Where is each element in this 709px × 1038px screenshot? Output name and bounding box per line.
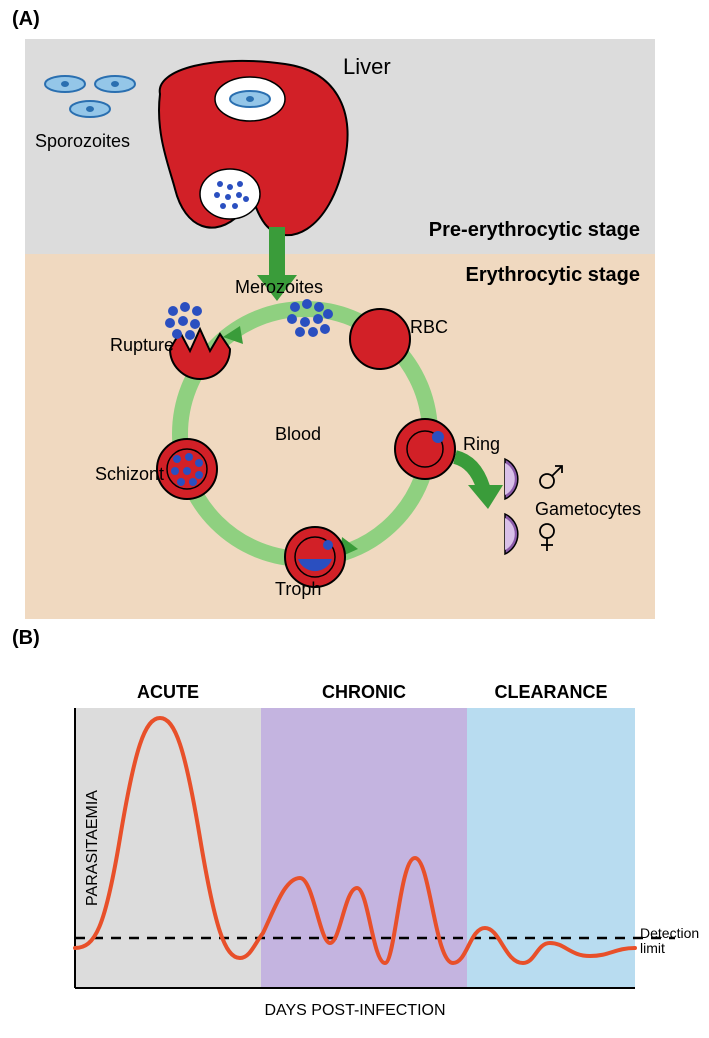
phase-label-chronic: CHRONIC: [261, 682, 467, 703]
phase-label-clearance: CLEARANCE: [467, 682, 635, 703]
ring-stage-icon: [395, 419, 455, 479]
gametocyte-female-icon: [505, 514, 518, 554]
ery-stage-title: Erythrocytic stage: [465, 264, 640, 287]
rbc-icon: [350, 309, 410, 369]
sporozoites-icon: [45, 76, 135, 117]
phase-label-acute: ACUTE: [75, 682, 261, 703]
female-symbol-icon: [540, 524, 554, 551]
blood-label: Blood: [275, 424, 321, 445]
panel-a-svg: [25, 39, 655, 619]
rbc-label: RBC: [410, 317, 448, 338]
y-axis-label: PARASITAEMIA: [84, 790, 102, 906]
gametocytes-label: Gametocytes: [535, 499, 641, 520]
rupture-label: Rupture: [110, 335, 174, 356]
panel-b-label: (B): [0, 619, 709, 658]
panel-a-label: (A): [0, 0, 709, 39]
panel-a: Sporozoites Liver Pre-erythrocytic stage…: [25, 39, 655, 619]
trophozoite-icon: [285, 527, 345, 587]
gametocyte-male-icon: [505, 459, 518, 499]
merozoites-label: Merozoites: [235, 277, 323, 298]
pre-stage-title: Pre-erythrocytic stage: [429, 219, 640, 242]
chart-area: PARASITAEMIA DAYS POST-INFECTION ACUTECH…: [75, 708, 635, 988]
liver-label: Liver: [343, 54, 391, 80]
panel-b-svg: [75, 708, 635, 988]
male-symbol-icon: [540, 466, 562, 488]
ring-label: Ring: [463, 434, 500, 455]
rupture-icon: [165, 302, 230, 379]
liver-icon: [159, 61, 348, 235]
sporozoites-label: Sporozoites: [35, 131, 130, 152]
ring-to-gametocytes-arrow-icon: [455, 457, 503, 509]
schizont-icon: [157, 439, 217, 499]
panel-b: PARASITAEMIA DAYS POST-INFECTION ACUTECH…: [25, 678, 695, 1038]
parasitaemia-curve: [75, 718, 635, 963]
schizont-label: Schizont: [95, 464, 164, 485]
troph-label: Troph: [275, 579, 321, 600]
detection-limit-label: Detectionlimit: [640, 926, 699, 957]
x-axis-label: DAYS POST-INFECTION: [264, 1002, 445, 1020]
